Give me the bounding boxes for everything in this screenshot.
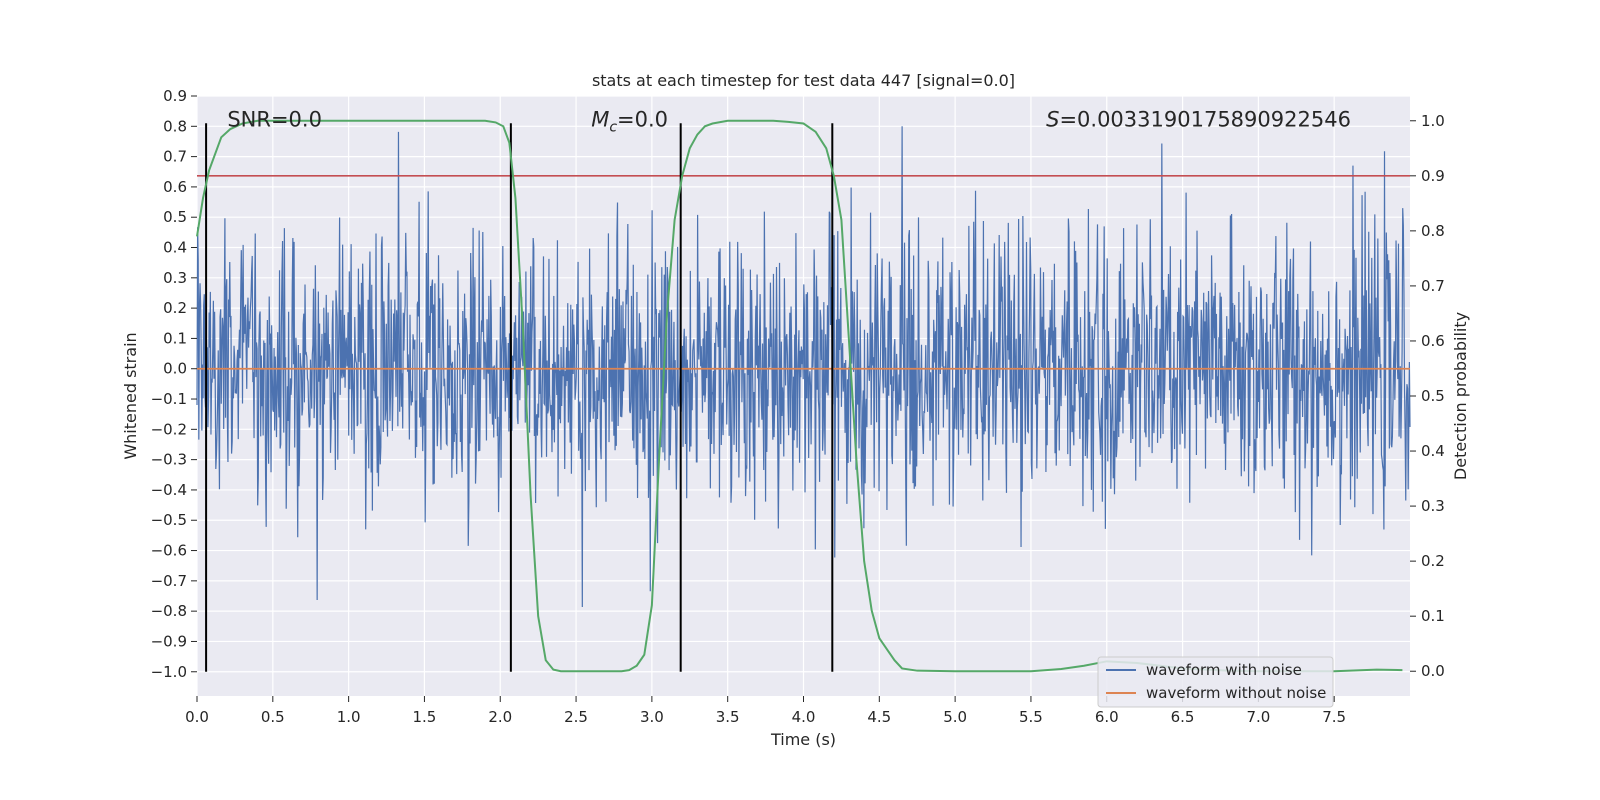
y2-tick-label: 0.6	[1421, 332, 1445, 350]
x-tick-label: 5.5	[1019, 708, 1043, 726]
y-tick-label: −0.8	[151, 602, 187, 620]
y2-tick-label: 0.3	[1421, 497, 1445, 515]
y-axis-ticks: 0.9 0.8 0.7 0.6 0.5 0.4 0.3 0.2 0.1 0.0 −0.1 −0.2 −0…	[151, 87, 197, 681]
y-tick-label: −1.0	[151, 663, 187, 681]
y2-tick-label: 0.1	[1421, 607, 1445, 625]
y-tick-label: 0.9	[163, 87, 187, 105]
y-tick-label: −0.4	[151, 481, 187, 499]
legend: waveform with noise waveform without noi…	[1097, 656, 1334, 708]
x-axis-ticks: 0.0 0.5 1.0 1.5 2.0 2.5 3.0 3.5 4.0 4.5 5.0 5.5 6.0 6…	[185, 696, 1346, 726]
x-tick-label: 7.5	[1322, 708, 1346, 726]
y-tick-label: 0.5	[163, 208, 187, 226]
statistic-symbol: S	[1046, 107, 1059, 131]
legend-box	[1097, 656, 1334, 708]
noise-waveform-line	[196, 126, 1411, 607]
chart-title: stats at each timestep for test data 447…	[592, 71, 1015, 90]
x-tick-label: 2.0	[488, 708, 512, 726]
y2-tick-label: 0.5	[1421, 387, 1445, 405]
probability-series	[196, 119, 1403, 673]
y2-tick-label: 0.9	[1421, 167, 1445, 185]
x-tick-label: 4.0	[792, 708, 816, 726]
x-tick-label: 3.5	[716, 708, 740, 726]
x-axis-label: Time (s)	[770, 730, 836, 749]
y2-axis-ticks: 1.0 0.9 0.8 0.7 0.6 0.5 0.4 0.3 0.2 0.1 0.0	[1410, 112, 1445, 680]
x-tick-label: 0.0	[185, 708, 209, 726]
y-tick-label: 0.7	[163, 148, 187, 166]
chirp-mass-value: =0.0	[617, 107, 668, 131]
y2-tick-label: 0.7	[1421, 277, 1445, 295]
chirp-mass-symbol: M	[591, 107, 609, 131]
y-tick-label: 0.8	[163, 117, 187, 135]
y2-tick-label: 0.2	[1421, 552, 1445, 570]
y-tick-label: 0.2	[163, 299, 187, 317]
y-tick-label: −0.5	[151, 511, 187, 529]
x-tick-label: 1.0	[337, 708, 361, 726]
y-tick-label: −0.6	[151, 542, 187, 560]
x-tick-label: 3.0	[640, 708, 664, 726]
y2-tick-label: 0.8	[1421, 222, 1445, 240]
probability-line	[196, 119, 1403, 673]
noise-waveform-series	[196, 126, 1411, 607]
y-tick-label: 0.4	[163, 239, 187, 257]
y-tick-label: 0.0	[163, 360, 187, 378]
y-tick-label: 0.3	[163, 269, 187, 287]
y2-axis-label: Detection probability	[1451, 312, 1470, 480]
x-tick-label: 1.5	[413, 708, 437, 726]
y2-tick-label: 0.4	[1421, 442, 1445, 460]
x-tick-label: 6.5	[1171, 708, 1195, 726]
y-tick-label: −0.3	[151, 451, 187, 469]
statistic-annotation: S=0.0033190175890922546	[1046, 107, 1351, 131]
y2-tick-label: 0.0	[1421, 662, 1445, 680]
x-tick-label: 4.5	[867, 708, 891, 726]
x-tick-label: 7.0	[1246, 708, 1270, 726]
y-tick-label: −0.9	[151, 632, 187, 650]
y2-tick-label: 1.0	[1421, 112, 1445, 130]
statistic-value: =0.0033190175890922546	[1059, 107, 1351, 131]
x-tick-label: 6.0	[1095, 708, 1119, 726]
y-tick-label: −0.7	[151, 572, 187, 590]
legend-label-noise: waveform with noise	[1146, 661, 1302, 679]
chirp-mass-subscript: c	[609, 119, 617, 135]
x-tick-label: 5.0	[943, 708, 967, 726]
chirp-mass-annotation: Mc=0.0	[591, 107, 668, 135]
y-tick-label: −0.1	[151, 390, 187, 408]
x-tick-label: 2.5	[564, 708, 588, 726]
y-tick-label: −0.2	[151, 420, 187, 438]
y-tick-label: 0.6	[163, 178, 187, 196]
snr-annotation: SNR=0.0	[227, 107, 322, 131]
y-tick-label: 0.1	[163, 329, 187, 347]
y-axis-label: Whitened strain	[121, 332, 140, 459]
x-tick-label: 0.5	[261, 708, 285, 726]
legend-label-clean: waveform without noise	[1146, 684, 1326, 702]
vertical-markers	[205, 123, 834, 672]
